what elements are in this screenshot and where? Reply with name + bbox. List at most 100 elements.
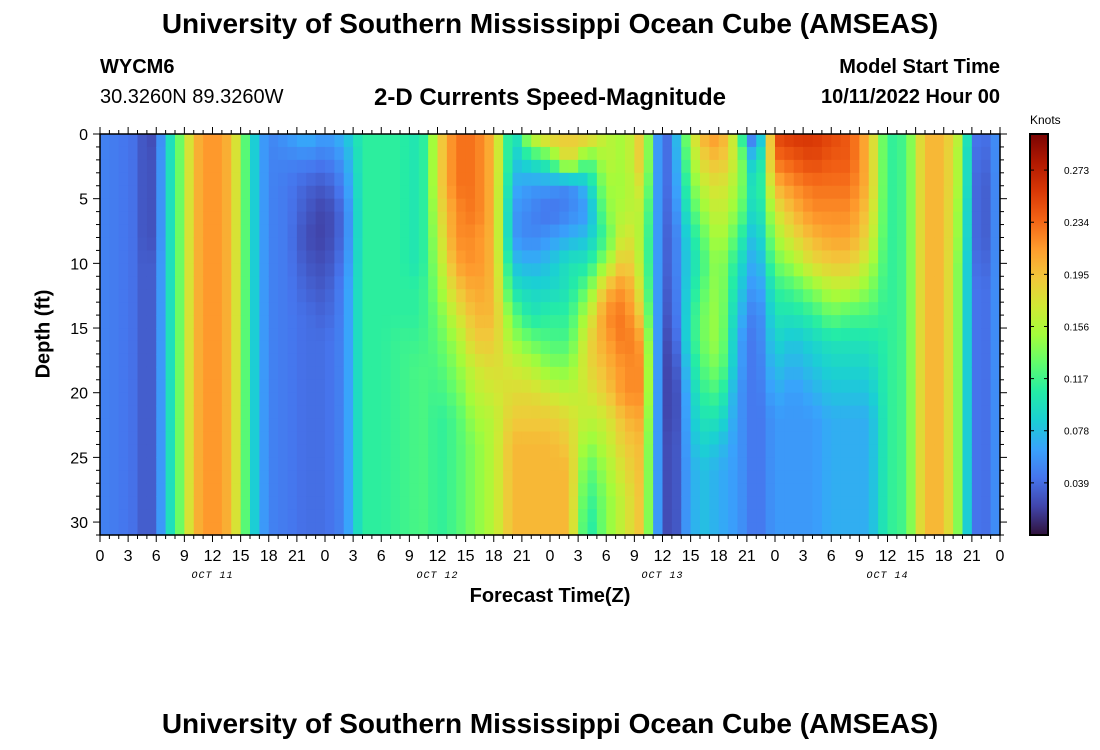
heatmap-cell bbox=[325, 211, 335, 226]
heatmap-cell bbox=[615, 366, 626, 381]
heatmap-cell bbox=[784, 328, 795, 342]
heatmap-cell bbox=[587, 431, 598, 446]
heatmap-cell bbox=[371, 444, 382, 458]
heatmap-cell bbox=[165, 172, 176, 187]
heatmap-cell bbox=[915, 457, 926, 471]
heatmap-cell bbox=[653, 185, 664, 200]
heatmap-cell bbox=[840, 159, 851, 174]
heatmap-cell bbox=[709, 315, 720, 329]
heatmap-cell bbox=[240, 276, 251, 290]
heatmap-cell bbox=[925, 224, 935, 239]
heatmap-cell bbox=[362, 509, 373, 523]
heatmap-cell bbox=[690, 483, 701, 497]
heatmap-cell bbox=[831, 483, 842, 497]
heatmap-cell bbox=[437, 146, 448, 161]
heatmap-cell bbox=[428, 457, 439, 471]
heatmap-cell bbox=[325, 289, 335, 303]
heatmap-cell bbox=[493, 237, 504, 252]
heatmap-cell bbox=[896, 457, 907, 471]
heatmap-cell bbox=[437, 366, 448, 381]
heatmap-cell bbox=[943, 172, 954, 187]
heatmap-cell bbox=[596, 418, 607, 433]
heatmap-cell bbox=[578, 366, 589, 381]
heatmap-cell bbox=[690, 276, 701, 290]
heatmap-cell bbox=[503, 250, 514, 264]
heatmap-cell bbox=[868, 470, 879, 484]
heatmap-cell bbox=[203, 444, 214, 458]
heatmap-cell bbox=[953, 444, 964, 458]
heatmap-cell bbox=[803, 431, 814, 446]
heatmap-cell bbox=[221, 211, 232, 226]
heatmap-cell bbox=[334, 224, 345, 239]
heatmap-cell bbox=[850, 172, 860, 187]
heatmap-cell bbox=[718, 328, 729, 342]
heatmap-cell bbox=[503, 366, 514, 381]
heatmap-cell bbox=[606, 392, 617, 407]
heatmap-cell bbox=[146, 172, 157, 187]
heatmap-cell bbox=[156, 237, 167, 252]
heatmap-cell bbox=[887, 172, 898, 187]
heatmap-cell bbox=[728, 483, 739, 497]
heatmap-cell bbox=[137, 237, 148, 252]
heatmap-cell bbox=[212, 211, 223, 226]
heatmap-cell bbox=[990, 159, 1001, 174]
heatmap-cell bbox=[493, 146, 504, 161]
heatmap-cell bbox=[990, 457, 1001, 471]
heatmap-cell bbox=[465, 134, 476, 148]
heatmap-cell bbox=[268, 276, 279, 290]
heatmap-cell bbox=[381, 418, 392, 433]
heatmap-cell bbox=[981, 250, 992, 264]
heatmap-cell bbox=[887, 315, 898, 329]
heatmap-cell bbox=[559, 405, 570, 420]
heatmap-cell bbox=[756, 276, 767, 290]
heatmap-cell bbox=[906, 276, 917, 290]
heatmap-cell bbox=[784, 431, 795, 446]
heatmap-cell bbox=[990, 146, 1001, 161]
heatmap-cell bbox=[812, 198, 823, 213]
heatmap-cell bbox=[700, 379, 710, 394]
heatmap-cell bbox=[690, 470, 701, 484]
heatmap-cell bbox=[643, 185, 654, 200]
heatmap-cell bbox=[550, 315, 560, 329]
heatmap-cell bbox=[362, 302, 373, 316]
heatmap-cell bbox=[971, 483, 982, 497]
heatmap-cell bbox=[831, 444, 842, 458]
heatmap-cell bbox=[306, 509, 317, 523]
heatmap-cell bbox=[831, 340, 842, 355]
heatmap-cell bbox=[840, 134, 851, 148]
heatmap-cell bbox=[596, 444, 607, 458]
heatmap-cell bbox=[887, 496, 898, 510]
heatmap-cell bbox=[943, 198, 954, 213]
heatmap-cell bbox=[878, 250, 889, 264]
heatmap-cell bbox=[165, 198, 176, 213]
heatmap-cell bbox=[662, 289, 673, 303]
heatmap-cell bbox=[371, 522, 382, 536]
heatmap-cell bbox=[925, 431, 935, 446]
heatmap-cell bbox=[990, 185, 1001, 200]
heatmap-cell bbox=[925, 250, 935, 264]
heatmap-cell bbox=[128, 302, 139, 316]
heatmap-cell bbox=[634, 509, 645, 523]
heatmap-cell bbox=[718, 353, 729, 368]
heatmap-cell bbox=[212, 185, 223, 200]
heatmap-cell bbox=[484, 302, 495, 316]
heatmap-cell bbox=[493, 457, 504, 471]
heatmap-cell bbox=[381, 444, 392, 458]
heatmap-cell bbox=[962, 444, 973, 458]
heatmap-cell bbox=[446, 470, 457, 484]
heatmap-cell bbox=[793, 185, 804, 200]
heatmap-cell bbox=[362, 483, 373, 497]
heatmap-cell bbox=[971, 172, 982, 187]
heatmap-cell bbox=[212, 276, 223, 290]
heatmap-cell bbox=[765, 198, 776, 213]
heatmap-cell bbox=[231, 146, 242, 161]
heatmap-cell bbox=[765, 509, 776, 523]
heatmap-cell bbox=[503, 444, 514, 458]
heatmap-cell bbox=[428, 444, 439, 458]
heatmap-cell bbox=[203, 431, 214, 446]
heatmap-cell bbox=[268, 289, 279, 303]
heatmap-cell bbox=[287, 276, 298, 290]
heatmap-cell bbox=[859, 509, 870, 523]
heatmap-cell bbox=[371, 509, 382, 523]
heatmap-cell bbox=[100, 250, 110, 264]
